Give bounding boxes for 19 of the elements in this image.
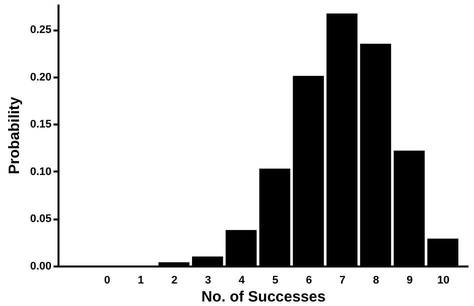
x-tick-label: 8 <box>373 274 380 286</box>
x-tick-label: 5 <box>272 274 278 286</box>
x-tick-label: 0 <box>104 274 110 286</box>
x-tick-label: 2 <box>171 274 178 286</box>
x-tick-label: 6 <box>306 274 312 286</box>
y-tick-label: 0.15 <box>30 118 52 131</box>
y-tick-label: 0.10 <box>30 166 52 178</box>
x-tick-label: 10 <box>437 274 450 286</box>
x-tick-label: 1 <box>138 274 144 286</box>
x-tick-label: 9 <box>406 274 413 286</box>
x-tick-label: 4 <box>238 274 246 286</box>
x-tick-label: 7 <box>339 274 346 286</box>
y-tick-label: 0.20 <box>30 71 52 84</box>
y-tick-label: 0.05 <box>30 213 52 226</box>
y-axis-title: Probability <box>6 96 24 174</box>
y-tick-label: 0.00 <box>30 260 52 272</box>
x-tick-label: 3 <box>204 274 212 286</box>
x-axis-title: No. of Successes <box>201 288 326 306</box>
y-tick-label: 0.25 <box>30 24 52 36</box>
